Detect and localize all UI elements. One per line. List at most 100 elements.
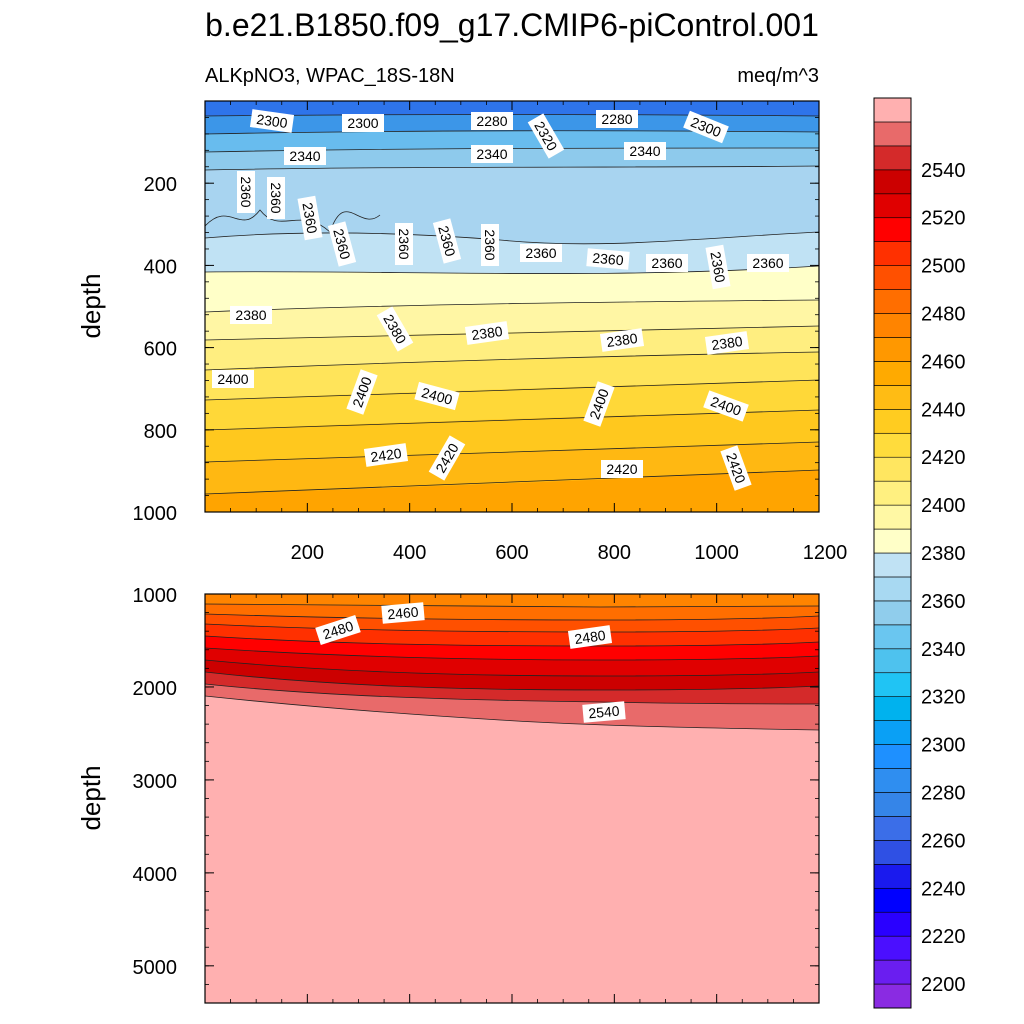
- upper-contour-label-group: 2360: [297, 195, 323, 241]
- upper-contour-label-box: [586, 248, 630, 270]
- upper-contour-label: 2400: [420, 384, 454, 408]
- colorbar-swatch: [873, 552, 912, 578]
- lower-contour-label-group: 2480: [567, 625, 613, 649]
- upper-contour-line: [205, 209, 381, 233]
- upper-contour-label-group: 2380: [704, 331, 750, 355]
- upper-contour-label: 2300: [347, 115, 378, 131]
- colorbar-swatch: [873, 97, 912, 123]
- colorbar-swatch: [873, 600, 912, 626]
- upper-contour-label-box: [583, 381, 615, 427]
- lower-contour-line: [205, 695, 819, 731]
- colorbar-tick-label: 2220: [921, 926, 966, 948]
- upper-contour-line: [205, 130, 819, 135]
- upper-contour-label-group: 2380: [230, 306, 272, 324]
- upper-contour-line: [205, 299, 819, 313]
- colorbar-swatch: [873, 409, 912, 434]
- lower-ticks: 1000 2000 3000 4000 5000: [133, 585, 820, 1004]
- upper-contour-label-box: [599, 328, 645, 352]
- colorbar-tick-label: 2280: [921, 782, 966, 804]
- colorbar-swatch: [873, 864, 912, 889]
- colorbar-swatch: [873, 385, 912, 410]
- lower-contour-label-box: [567, 625, 613, 649]
- colorbar-tick-label: 2460: [921, 351, 966, 373]
- lower-contour-line: [205, 613, 819, 621]
- upper-ticks: 200 400 600 800 1000 200 400 600 800 1000 1200: [133, 100, 848, 564]
- colorbar-tick-label: 2360: [921, 591, 966, 613]
- colorbar-swatch: [873, 528, 912, 554]
- upper-contour-label-group: 2400: [212, 370, 254, 388]
- upper-contour-label-group: 2280: [471, 112, 513, 130]
- upper-contour-line: [205, 351, 819, 371]
- upper-contour-label: 2360: [752, 255, 783, 271]
- upper-y-tick-label: 200: [144, 174, 177, 196]
- upper-contour-label-box: [596, 110, 638, 128]
- upper-contour-label-box: [481, 224, 499, 266]
- chart-title: b.e21.B1850.f09_g17.CMIP6-piControl.001: [205, 7, 819, 43]
- upper-contour-label: 2380: [710, 333, 743, 353]
- lower-contour-line: [205, 635, 819, 647]
- upper-contour-label: 2360: [299, 201, 320, 235]
- colorbar-swatch: [873, 672, 912, 697]
- lower-contour-label-box: [582, 701, 626, 723]
- upper-contour-label-box: [704, 331, 750, 355]
- upper-contour-label-group: 2420: [363, 443, 409, 467]
- lower-contour-line: [205, 683, 819, 705]
- colorbar-swatch: [873, 744, 912, 769]
- upper-y-tick-label: 800: [144, 421, 177, 443]
- colorbar-tick-label: 2400: [921, 495, 966, 517]
- lower-contour-line: [205, 659, 819, 677]
- upper-contour-label-box: [432, 218, 462, 264]
- colorbar-tick-label: 2200: [921, 974, 966, 996]
- colorbar-swatch: [873, 720, 912, 745]
- colorbar-swatch: [873, 241, 912, 266]
- upper-contour-label: 2340: [476, 146, 507, 162]
- colorbar-swatch: [873, 840, 912, 865]
- upper-contour-label: 2420: [606, 461, 637, 477]
- upper-contour-label-group: 2360: [747, 254, 789, 272]
- upper-contour-label-box: [747, 254, 789, 272]
- colorbar-swatch: [873, 121, 912, 147]
- lower-y-tick-label: 4000: [133, 864, 178, 886]
- colorbar-swatch: [873, 696, 912, 721]
- upper-contour-line: [205, 165, 819, 171]
- upper-contour-line: [205, 265, 819, 275]
- lower-contour-label: 2540: [588, 703, 621, 722]
- upper-contour-label: 2340: [629, 143, 660, 159]
- colorbar-swatch: [873, 911, 912, 937]
- upper-contour-label-box: [527, 113, 565, 159]
- upper-contour-label-group: 2300: [249, 109, 295, 133]
- lower-contour-label: 2480: [573, 627, 606, 647]
- lower-y-tick-label: 2000: [133, 678, 178, 700]
- upper-contour-label: 2360: [268, 182, 284, 213]
- upper-contour-label: 2300: [255, 111, 288, 131]
- upper-contour-label-box: [471, 112, 513, 130]
- upper-ylabel: depth: [76, 273, 106, 338]
- upper-contour-label-box: [376, 306, 414, 352]
- colorbar-swatch: [873, 432, 912, 458]
- upper-contour-label-box: [237, 171, 255, 213]
- colorbar-swatch: [873, 169, 912, 195]
- lower-y-tick-label: 3000: [133, 771, 178, 793]
- colorbar-swatch: [873, 480, 912, 506]
- colorbar-swatch: [873, 456, 912, 482]
- colorbar-tick-label: 2380: [921, 543, 966, 565]
- upper-contour-label: 2360: [238, 176, 254, 207]
- upper-contour-label-box: [464, 321, 510, 345]
- upper-contour-label-group: 2360: [646, 254, 688, 272]
- lower-contour-label-group: 2460: [381, 602, 425, 624]
- upper-contour-label-group: 2360: [237, 171, 255, 213]
- colorbar-tick-label: 2520: [921, 208, 966, 230]
- units-label: meq/m^3: [737, 65, 819, 87]
- colorbar: 2200 2220 2240 2260 2280 2300 2320 2340 2360 2380…: [873, 97, 966, 1009]
- upper-contour-label-box: [624, 142, 666, 160]
- colorbar-swatch: [873, 289, 912, 314]
- upper-x-tick-label: 1000: [694, 542, 739, 564]
- lower-contour-label: 2460: [387, 604, 420, 623]
- upper-contour-label-box: [705, 244, 731, 290]
- upper-contour-label-group: 2380: [464, 321, 510, 345]
- colorbar-frame: [873, 97, 912, 1009]
- upper-contour-label: 2280: [601, 111, 632, 127]
- upper-y-tick-label: 400: [144, 256, 177, 278]
- upper-x-tick-label: 1200: [803, 542, 848, 564]
- colorbar-tick-label: 2440: [921, 399, 966, 421]
